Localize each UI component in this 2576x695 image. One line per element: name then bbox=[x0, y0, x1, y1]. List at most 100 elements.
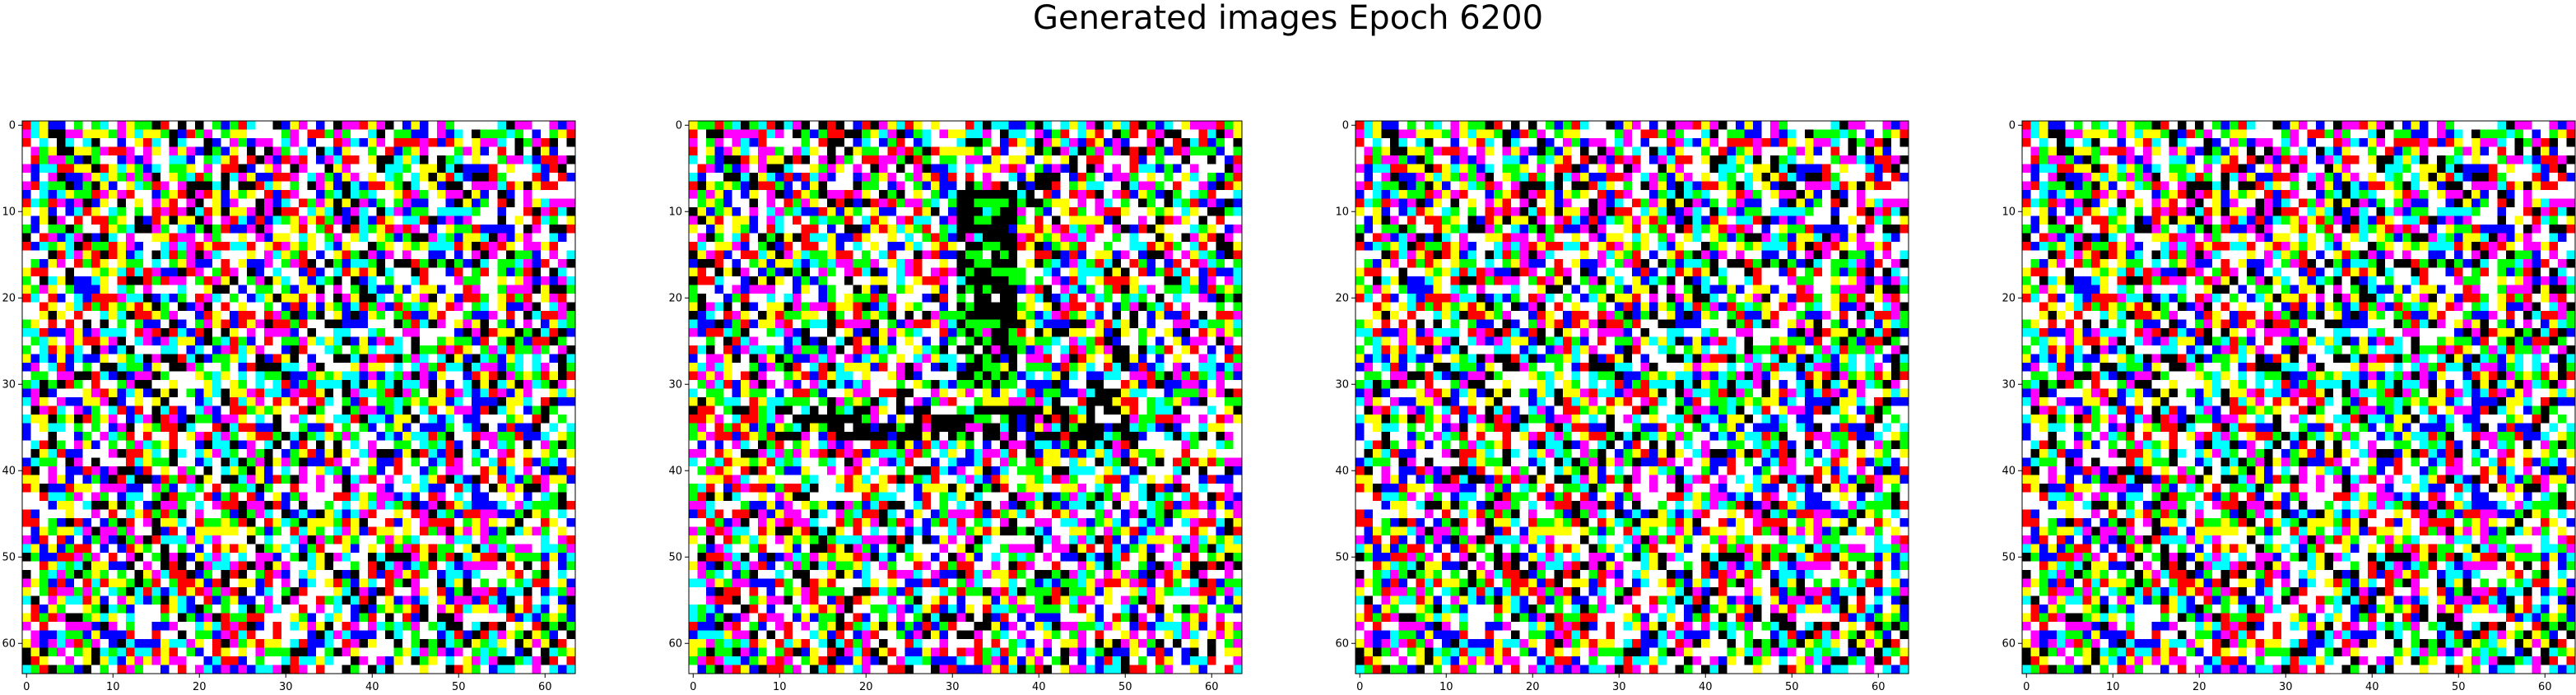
heatmap-cell bbox=[411, 484, 421, 493]
heatmap-cell bbox=[169, 242, 179, 251]
heatmap-cell bbox=[169, 328, 179, 337]
heatmap-cell bbox=[307, 423, 317, 433]
heatmap-cell bbox=[169, 121, 179, 130]
heatmap-cell bbox=[307, 155, 317, 164]
heatmap-cell bbox=[428, 518, 438, 527]
heatmap-cell bbox=[558, 242, 567, 251]
heatmap-cell bbox=[324, 518, 334, 527]
heatmap-cell bbox=[351, 484, 360, 493]
heatmap-cell bbox=[230, 526, 239, 536]
heatmap-cell bbox=[541, 415, 550, 424]
heatmap-cell bbox=[82, 267, 92, 277]
heatmap-cell bbox=[420, 311, 429, 320]
heatmap-cell bbox=[143, 388, 152, 398]
heatmap-cell bbox=[247, 397, 256, 406]
heatmap-cell bbox=[1155, 146, 1165, 156]
heatmap-cell bbox=[351, 526, 360, 536]
heatmap-cell bbox=[264, 294, 273, 303]
heatmap-cell bbox=[1181, 129, 1191, 139]
heatmap-cell bbox=[290, 595, 300, 605]
heatmap-cell bbox=[402, 570, 412, 579]
heatmap-cell bbox=[247, 509, 256, 519]
heatmap-cell bbox=[385, 181, 394, 191]
heatmap-cell bbox=[983, 215, 992, 225]
heatmap-cell bbox=[178, 285, 187, 294]
heatmap-cell bbox=[523, 457, 532, 467]
heatmap-cell bbox=[117, 397, 127, 406]
heatmap-cell bbox=[238, 388, 248, 398]
heatmap-cell bbox=[376, 181, 386, 191]
heatmap-cell bbox=[333, 475, 342, 484]
heatmap-cell bbox=[316, 561, 325, 571]
heatmap-cell bbox=[1095, 138, 1104, 147]
heatmap-cell bbox=[689, 225, 698, 234]
heatmap-cell bbox=[472, 397, 481, 406]
heatmap-cell bbox=[178, 181, 187, 191]
heatmap-cell bbox=[109, 371, 118, 381]
heatmap-cell bbox=[272, 544, 282, 554]
heatmap-cell bbox=[359, 233, 369, 243]
heatmap-cell bbox=[558, 492, 567, 502]
heatmap-cell bbox=[558, 415, 567, 424]
heatmap-cell bbox=[472, 639, 481, 648]
heatmap-cell bbox=[549, 535, 559, 544]
heatmap-cell bbox=[74, 173, 83, 182]
heatmap-cell bbox=[766, 129, 776, 139]
heatmap-cell bbox=[351, 570, 360, 579]
heatmap-cell bbox=[1129, 138, 1139, 147]
heatmap-cell bbox=[368, 440, 377, 450]
heatmap-cell bbox=[775, 207, 784, 216]
heatmap-cell bbox=[74, 181, 83, 191]
heatmap-cell bbox=[151, 587, 161, 596]
heatmap-cell bbox=[333, 207, 342, 216]
heatmap-cell bbox=[1146, 225, 1156, 234]
heatmap-cell bbox=[169, 302, 179, 312]
heatmap-cell bbox=[472, 475, 481, 484]
heatmap-cell bbox=[290, 207, 300, 216]
heatmap-cell bbox=[558, 294, 567, 303]
heatmap-cell bbox=[299, 146, 308, 156]
heatmap-cell bbox=[82, 553, 92, 562]
heatmap-cell bbox=[489, 544, 498, 554]
heatmap-cell bbox=[1233, 225, 1243, 234]
heatmap-cell bbox=[351, 613, 360, 623]
heatmap-cell bbox=[532, 415, 542, 424]
heatmap-cell bbox=[1198, 138, 1208, 147]
heatmap-cell bbox=[342, 215, 351, 225]
heatmap-cell bbox=[100, 622, 109, 631]
heatmap-cell bbox=[195, 595, 204, 605]
heatmap-cell bbox=[1155, 129, 1165, 139]
heatmap-cell bbox=[956, 181, 966, 191]
heatmap-cell bbox=[497, 388, 507, 398]
heatmap-cell bbox=[126, 354, 135, 364]
heatmap-cell bbox=[1086, 225, 1095, 234]
heatmap-cell bbox=[333, 250, 342, 260]
heatmap-cell bbox=[272, 198, 282, 208]
heatmap-cell bbox=[359, 570, 369, 579]
heatmap-cell bbox=[48, 415, 58, 424]
heatmap-cell bbox=[151, 138, 161, 147]
heatmap-cell bbox=[411, 544, 421, 554]
heatmap-cell bbox=[385, 630, 394, 640]
heatmap-cell bbox=[117, 336, 127, 346]
heatmap-cell bbox=[1190, 190, 1199, 199]
heatmap-cell bbox=[385, 665, 394, 674]
heatmap-cell bbox=[1164, 121, 1174, 130]
heatmap-cell bbox=[82, 605, 92, 614]
heatmap-cell bbox=[411, 345, 421, 354]
heatmap-cell bbox=[351, 328, 360, 337]
heatmap-cell bbox=[212, 225, 221, 234]
heatmap-cell bbox=[1112, 164, 1122, 174]
heatmap-cell bbox=[82, 526, 92, 536]
heatmap-cell bbox=[230, 345, 239, 354]
heatmap-cell bbox=[411, 587, 421, 596]
heatmap-cell bbox=[983, 121, 992, 130]
heatmap-cell bbox=[956, 173, 966, 182]
heatmap-cell bbox=[126, 535, 135, 544]
heatmap-cell bbox=[697, 173, 707, 182]
heatmap-cell bbox=[463, 457, 472, 467]
heatmap-cell bbox=[307, 190, 317, 199]
heatmap-cell bbox=[22, 215, 31, 225]
heatmap-cell bbox=[48, 259, 58, 268]
heatmap-cell bbox=[134, 302, 144, 312]
